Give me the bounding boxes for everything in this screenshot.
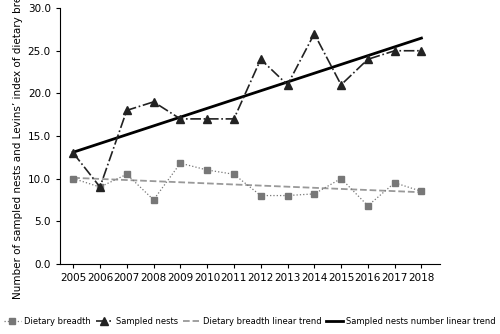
Legend: Dietary breadth, Sampled nests, Dietary breadth linear trend, Sampled nests numb: Dietary breadth, Sampled nests, Dietary … [0,314,500,330]
Y-axis label: Number of sampled nests and Levins’ index of dietary breadth: Number of sampled nests and Levins’ inde… [14,0,24,299]
